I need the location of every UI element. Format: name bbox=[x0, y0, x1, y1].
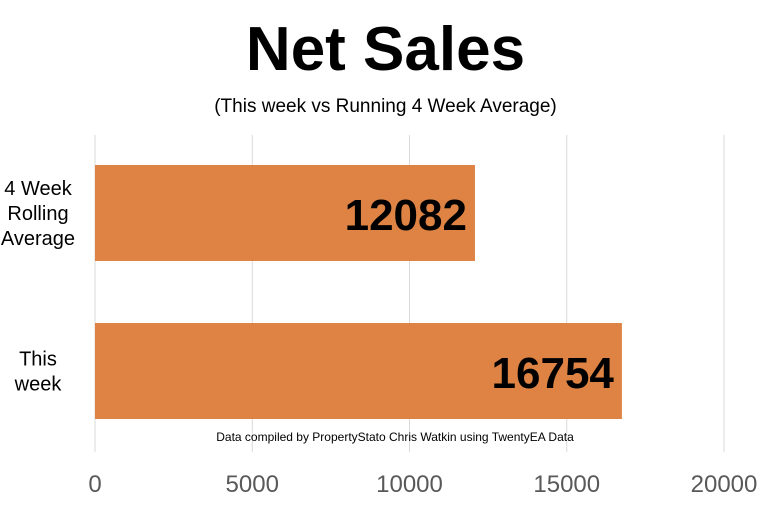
data-label-1: 16754 bbox=[492, 349, 615, 398]
bar-0 bbox=[95, 165, 475, 261]
category-label-line: This bbox=[19, 349, 57, 371]
category-label-line: Rolling bbox=[7, 203, 68, 225]
source-note: Data compiled by PropertyStato Chris Wat… bbox=[216, 430, 574, 444]
data-label-0: 12082 bbox=[345, 191, 467, 240]
x-tick-label-3: 15000 bbox=[533, 471, 600, 498]
bar-1 bbox=[95, 323, 622, 419]
category-label-line: Average bbox=[1, 228, 75, 250]
chart-title: Net Sales bbox=[245, 15, 526, 84]
x-tick-label-4: 20000 bbox=[691, 471, 758, 498]
x-tick-label-1: 5000 bbox=[226, 471, 279, 498]
category-label-1: This week bbox=[14, 349, 63, 396]
x-tick-label-2: 10000 bbox=[376, 471, 443, 498]
category-label-line: 4 Week bbox=[4, 178, 72, 200]
chart-subtitle: (This week vs Running 4 Week Average) bbox=[214, 96, 557, 117]
category-label-line: week bbox=[14, 374, 63, 396]
x-tick-label-0: 0 bbox=[88, 471, 101, 498]
category-label-0: 4 Week Rolling Average bbox=[1, 178, 75, 250]
